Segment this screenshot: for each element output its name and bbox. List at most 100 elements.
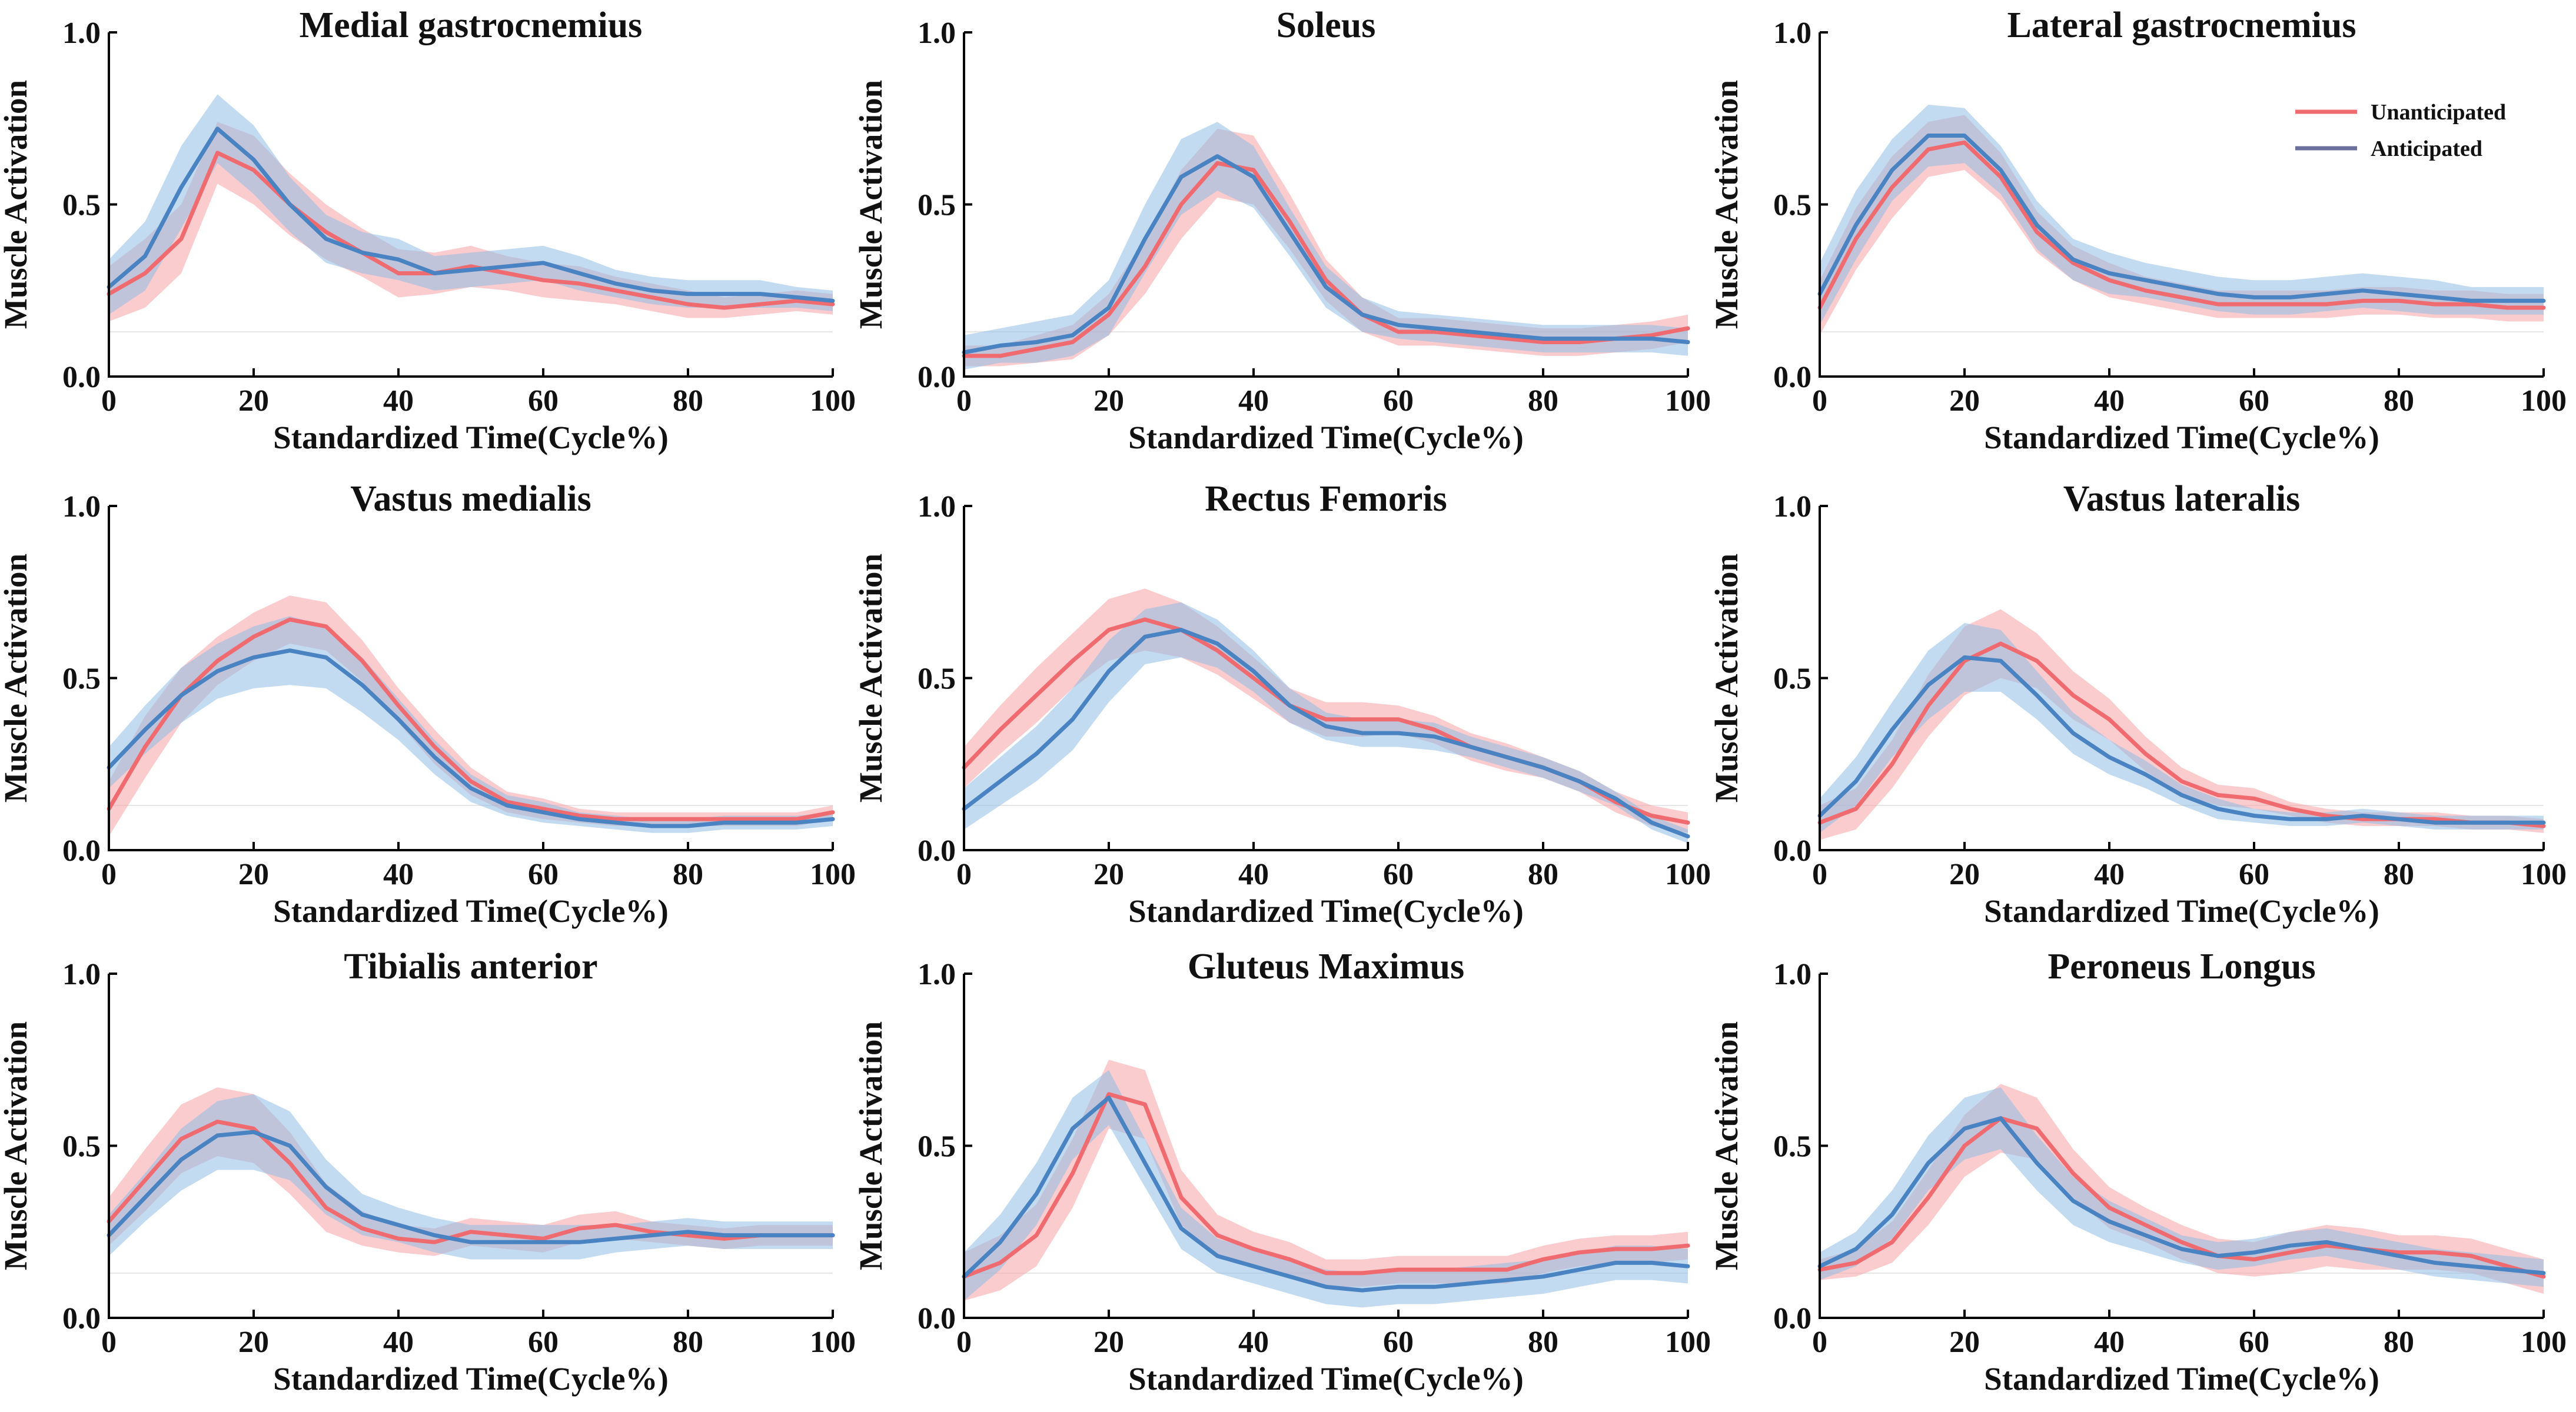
line-unanticipated — [107, 151, 835, 310]
panel-title: Medial gastrocnemius — [300, 5, 643, 45]
y-tick-label: 1.0 — [918, 16, 956, 50]
x-tick-label: 40 — [383, 1326, 414, 1359]
panel-medial-gastrocnemius: 0 20 40 60 80 100 0.0 0.5 1.0 Medial gastrocnemiu… — [0, 5, 856, 455]
band-unanticipated — [964, 1060, 1688, 1301]
band-anticipated — [964, 122, 1688, 370]
x-tick-label: 40 — [383, 858, 414, 891]
y-tick-label: 0.5 — [918, 1130, 956, 1164]
line-anticipated — [962, 1095, 1690, 1293]
y-tick-label: 0.5 — [918, 189, 956, 222]
x-tick-label: 20 — [1093, 384, 1124, 418]
panel-peroneus-longus: 0 20 40 60 80 100 0.0 0.5 1.0 Peroneus Longus Stan… — [1709, 947, 2567, 1397]
line-unanticipated — [962, 1092, 1690, 1279]
y-tick-label: 0.0 — [62, 1302, 101, 1336]
x-tick-label: 60 — [1383, 858, 1414, 891]
x-tick-label: 80 — [2384, 384, 2414, 418]
y-tick-label: 1.0 — [918, 490, 956, 524]
y-axis-label: Muscle Activation — [0, 1021, 34, 1270]
y-tick-label: 1.0 — [62, 490, 101, 524]
x-tick-label: 80 — [2384, 1326, 2414, 1359]
line-anticipated — [962, 154, 1690, 355]
panel-soleus: 0 20 40 60 80 100 0.0 0.5 1.0 Soleus Standardized … — [853, 5, 1711, 455]
y-axis-label: Muscle Activation — [853, 80, 889, 329]
panel-lateral-gastrocnemius: 0 20 40 60 80 100 0.0 0.5 1.0 Lateral gastrocnemi… — [1709, 5, 2567, 455]
x-tick-label: 60 — [2239, 858, 2269, 891]
line-anticipated — [107, 126, 835, 303]
y-tick-label: 1.0 — [1773, 490, 1811, 524]
x-tick-label: 80 — [2384, 858, 2414, 891]
x-tick-label: 20 — [1949, 858, 1980, 891]
x-tick-label: 0 — [1812, 858, 1827, 891]
y-tick-label: 0.5 — [1773, 1130, 1811, 1164]
panel-title: Rectus Femoris — [1205, 479, 1447, 519]
y-tick-label: 0.0 — [1773, 1302, 1811, 1336]
line-anticipated — [1817, 1116, 2546, 1276]
x-tick-label: 0 — [101, 384, 117, 418]
x-tick-label: 100 — [810, 858, 856, 891]
y-tick-label: 0.0 — [918, 361, 956, 394]
x-axis-label: Standardized Time(Cycle%) — [1128, 419, 1524, 455]
panel-title: Soleus — [1277, 5, 1376, 45]
x-tick-label: 100 — [1665, 384, 1711, 418]
y-tick-label: 0.0 — [62, 834, 101, 868]
x-tick-label: 20 — [238, 1326, 269, 1359]
legend: Unanticipated Anticipated — [2295, 100, 2506, 161]
y-tick-label: 0.0 — [1773, 361, 1811, 394]
x-tick-label: 60 — [2239, 384, 2269, 418]
panel-gluteus-maximus: 0 20 40 60 80 100 0.0 0.5 1.0 Gluteus Maximus Stan… — [853, 947, 1711, 1397]
band-anticipated — [1820, 104, 2544, 325]
y-tick-label: 0.5 — [1773, 662, 1811, 696]
panel-title: Vastus medialis — [350, 479, 591, 519]
band-anticipated — [1820, 622, 2544, 833]
line-unanticipated — [1817, 140, 2546, 310]
x-tick-label: 40 — [2094, 384, 2125, 418]
panel-vastus-medialis: 0 20 40 60 80 100 0.0 0.5 1.0 Vastus medialis Stan… — [0, 479, 856, 929]
band-anticipated — [109, 616, 833, 833]
x-tick-label: 40 — [1238, 384, 1269, 418]
panel-vastus-lateralis: 0 20 40 60 80 100 0.0 0.5 1.0 Vastus lateralis Sta… — [1709, 479, 2567, 929]
x-tick-label: 40 — [1238, 858, 1269, 891]
band-anticipated — [964, 602, 1688, 844]
x-tick-label: 20 — [1093, 858, 1124, 891]
x-tick-label: 60 — [528, 858, 559, 891]
x-tick-label: 80 — [1528, 384, 1558, 418]
legend-label-unanticipated: Unanticipated — [2371, 100, 2506, 125]
x-tick-label: 20 — [1949, 1326, 1980, 1359]
x-tick-label: 100 — [2521, 384, 2567, 418]
y-axis-label: Muscle Activation — [853, 1021, 889, 1270]
panel-tibialis-anterior: 0 20 40 60 80 100 0.0 0.5 1.0 Tibialis anterior St… — [0, 947, 856, 1397]
x-tick-label: 40 — [2094, 1326, 2125, 1359]
x-tick-label: 0 — [1812, 384, 1827, 418]
line-anticipated — [962, 628, 1690, 839]
y-axis-label: Muscle Activation — [853, 554, 889, 802]
x-tick-label: 20 — [238, 858, 269, 891]
panel-title: Lateral gastrocnemius — [2007, 5, 2356, 45]
x-tick-label: 100 — [1665, 1326, 1711, 1359]
x-tick-label: 40 — [383, 384, 414, 418]
y-tick-label: 1.0 — [62, 958, 101, 991]
y-tick-label: 0.0 — [918, 834, 956, 868]
x-axis-label: Standardized Time(Cycle%) — [273, 893, 669, 929]
y-tick-label: 0.5 — [62, 1130, 101, 1164]
line-anticipated — [1817, 134, 2546, 303]
y-axis-label: Muscle Activation — [0, 554, 34, 802]
x-tick-label: 0 — [956, 1326, 972, 1359]
y-axis-label: Muscle Activation — [0, 80, 34, 329]
line-unanticipated — [962, 161, 1690, 358]
band-anticipated — [109, 1094, 833, 1260]
x-tick-label: 100 — [810, 384, 856, 418]
panel-title: Peroneus Longus — [2047, 947, 2315, 987]
x-tick-label: 60 — [2239, 1326, 2269, 1359]
x-tick-label: 40 — [2094, 858, 2125, 891]
y-tick-label: 0.5 — [62, 189, 101, 222]
x-tick-label: 60 — [528, 1326, 559, 1359]
x-tick-label: 100 — [2521, 1326, 2567, 1359]
line-anticipated — [107, 1130, 835, 1244]
y-tick-label: 0.0 — [62, 361, 101, 394]
x-tick-label: 40 — [1238, 1326, 1269, 1359]
x-tick-label: 80 — [673, 1326, 703, 1359]
band-anticipated — [1820, 1087, 2544, 1287]
y-tick-label: 0.5 — [918, 662, 956, 696]
panel-title: Tibialis anterior — [344, 947, 597, 987]
x-tick-label: 20 — [238, 384, 269, 418]
